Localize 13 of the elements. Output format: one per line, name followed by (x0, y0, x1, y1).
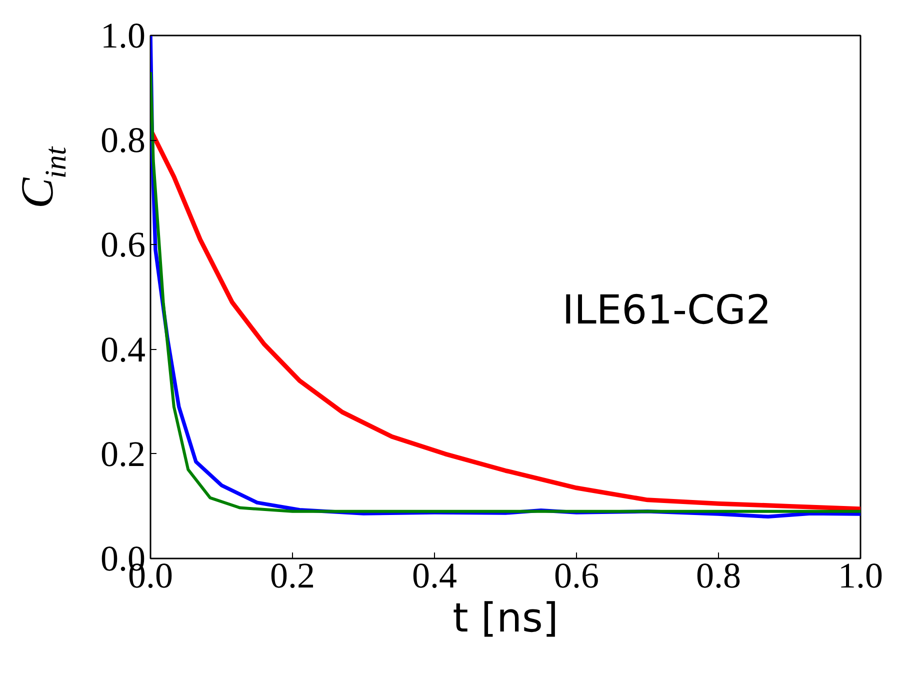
x-tick-label: 0.4 (412, 556, 457, 596)
y-tick-label: 1.0 (100, 16, 146, 56)
y-tick-label: 0.6 (100, 224, 146, 265)
y-tick-label: 0.8 (100, 120, 146, 160)
y-tick-label: 0.4 (100, 329, 146, 370)
y-axis-title: Cint (12, 146, 72, 208)
annotation: ILE61-CG2 (562, 288, 772, 334)
y-tick-label: 0.2 (100, 434, 146, 474)
x-tick-label: 0.2 (270, 556, 315, 596)
x-tick-label: 0.8 (696, 556, 741, 596)
x-tick-label: 1.0 (838, 556, 883, 596)
x-axis-title: t [ns] (452, 596, 558, 642)
x-tick-label: 0.6 (554, 556, 599, 596)
